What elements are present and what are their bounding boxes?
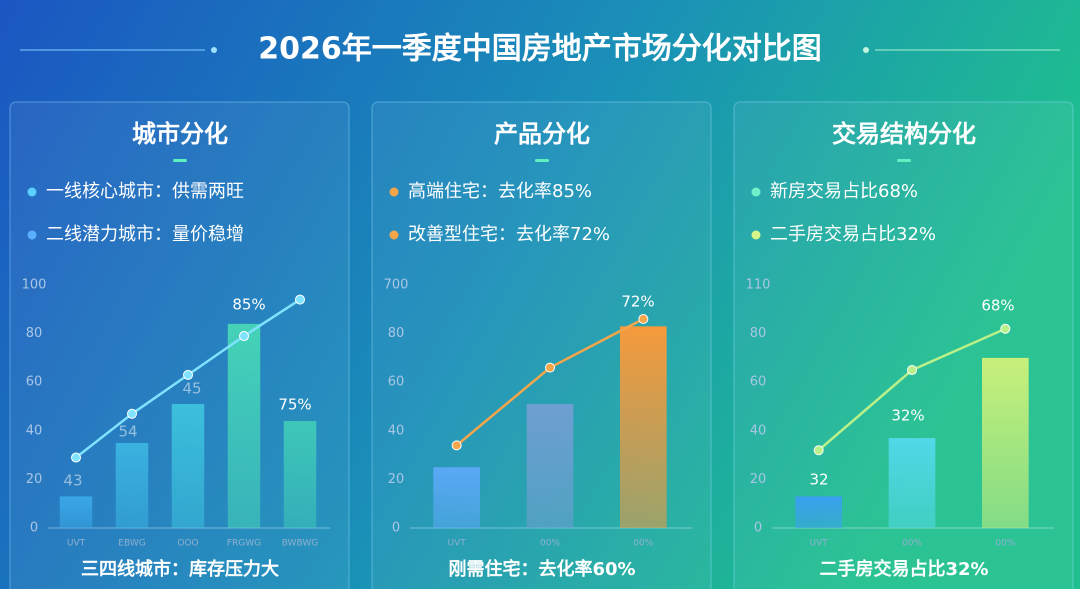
annotation: 32% bbox=[891, 407, 924, 425]
x-tick-label: UVT bbox=[448, 539, 467, 549]
annotation: 68% bbox=[981, 297, 1014, 315]
bar bbox=[888, 438, 936, 528]
decor-dot bbox=[863, 47, 869, 53]
bar bbox=[795, 496, 842, 528]
trend-point bbox=[183, 369, 193, 380]
y-tick-label: 700 bbox=[384, 278, 409, 293]
y-tick-label: 0 bbox=[754, 521, 762, 536]
panel-footer: 刚需住宅：去化率60% bbox=[448, 558, 635, 580]
trend-point bbox=[127, 408, 137, 419]
bullet-dot bbox=[27, 230, 37, 240]
title-accent bbox=[535, 159, 549, 162]
annotation: 75% bbox=[278, 396, 311, 414]
annotation: 32 bbox=[809, 471, 828, 489]
bullet-dot bbox=[751, 187, 761, 197]
y-tick-label: 60 bbox=[388, 375, 405, 390]
decor-dot bbox=[211, 47, 217, 53]
title-accent bbox=[897, 159, 911, 162]
x-tick-label: 00% bbox=[540, 539, 560, 549]
bullet-text: 二手房交易占比32% bbox=[770, 224, 936, 245]
y-tick-label: 20 bbox=[750, 472, 767, 487]
panel-title: 产品分化 bbox=[494, 120, 590, 148]
y-tick-label: 100 bbox=[22, 278, 47, 293]
y-tick-label: 0 bbox=[30, 521, 38, 536]
y-tick-label: 40 bbox=[750, 423, 767, 438]
trend-point bbox=[295, 294, 305, 305]
bar bbox=[227, 323, 261, 528]
bar bbox=[283, 421, 317, 528]
bullet-dot bbox=[389, 187, 399, 197]
panel-footer: 三四线城市：库存压力大 bbox=[81, 558, 279, 580]
x-tick-label: UVT bbox=[810, 539, 829, 549]
annotation: 85% bbox=[232, 296, 265, 314]
y-tick-label: 60 bbox=[750, 375, 767, 390]
bar bbox=[433, 467, 480, 528]
bullet-text: 一线核心城市：供需两旺 bbox=[46, 181, 244, 202]
x-tick-label: 00% bbox=[995, 539, 1015, 549]
trend-point bbox=[71, 452, 81, 463]
y-tick-label: 40 bbox=[26, 423, 43, 438]
bar bbox=[982, 357, 1029, 528]
y-tick-label: 80 bbox=[26, 326, 43, 341]
y-tick-label: 80 bbox=[750, 326, 767, 341]
x-tick-label: FRGWG bbox=[227, 539, 261, 549]
panel-footer: 二手房交易占比32% bbox=[819, 558, 988, 580]
y-tick-label: 0 bbox=[392, 521, 400, 536]
y-tick-label: 110 bbox=[746, 278, 771, 293]
x-tick-label: OOO bbox=[177, 539, 198, 549]
bullet-text: 新房交易占比68% bbox=[770, 181, 918, 202]
bullet-text: 二线潜力城市：量价稳增 bbox=[46, 224, 244, 245]
trend-point bbox=[239, 331, 249, 342]
bar bbox=[59, 496, 93, 528]
trend-point bbox=[451, 440, 462, 451]
y-tick-label: 40 bbox=[388, 423, 405, 438]
bar bbox=[620, 326, 667, 528]
trend-point bbox=[813, 445, 824, 456]
y-tick-label: 80 bbox=[388, 326, 405, 341]
y-tick-label: 20 bbox=[388, 472, 405, 487]
x-tick-label: 00% bbox=[902, 539, 922, 549]
trend-point bbox=[907, 365, 917, 376]
trend-point bbox=[638, 314, 649, 325]
bar bbox=[115, 442, 149, 528]
panel bbox=[9, 101, 350, 589]
title-accent bbox=[173, 159, 187, 162]
x-tick-label: EBWG bbox=[118, 539, 145, 549]
y-tick-label: 20 bbox=[26, 472, 43, 487]
page-title: 2026年一季度中国房地产市场分化对比图 bbox=[258, 32, 822, 67]
panel-title: 交易结构分化 bbox=[832, 120, 976, 148]
y-tick-label: 60 bbox=[26, 375, 43, 390]
bullet-text: 高端住宅：去化率85% bbox=[408, 181, 592, 202]
x-tick-label: BWBWG bbox=[282, 539, 319, 549]
bullet-dot bbox=[751, 230, 761, 240]
annotation: 72% bbox=[621, 293, 654, 311]
bullet-dot bbox=[389, 230, 399, 240]
bar bbox=[171, 404, 205, 528]
panel-title: 城市分化 bbox=[132, 120, 228, 148]
trend-point bbox=[545, 362, 555, 373]
trend-point bbox=[1000, 323, 1011, 334]
bullet-dot bbox=[27, 187, 37, 197]
bullet-text: 改善型住宅：去化率72% bbox=[408, 224, 610, 245]
annotation: 43 bbox=[63, 472, 82, 490]
annotation: 54 bbox=[118, 423, 137, 441]
bar bbox=[526, 404, 574, 528]
x-tick-label: 00% bbox=[633, 539, 653, 549]
x-tick-label: UVT bbox=[67, 539, 86, 549]
annotation: 45 bbox=[182, 380, 201, 398]
